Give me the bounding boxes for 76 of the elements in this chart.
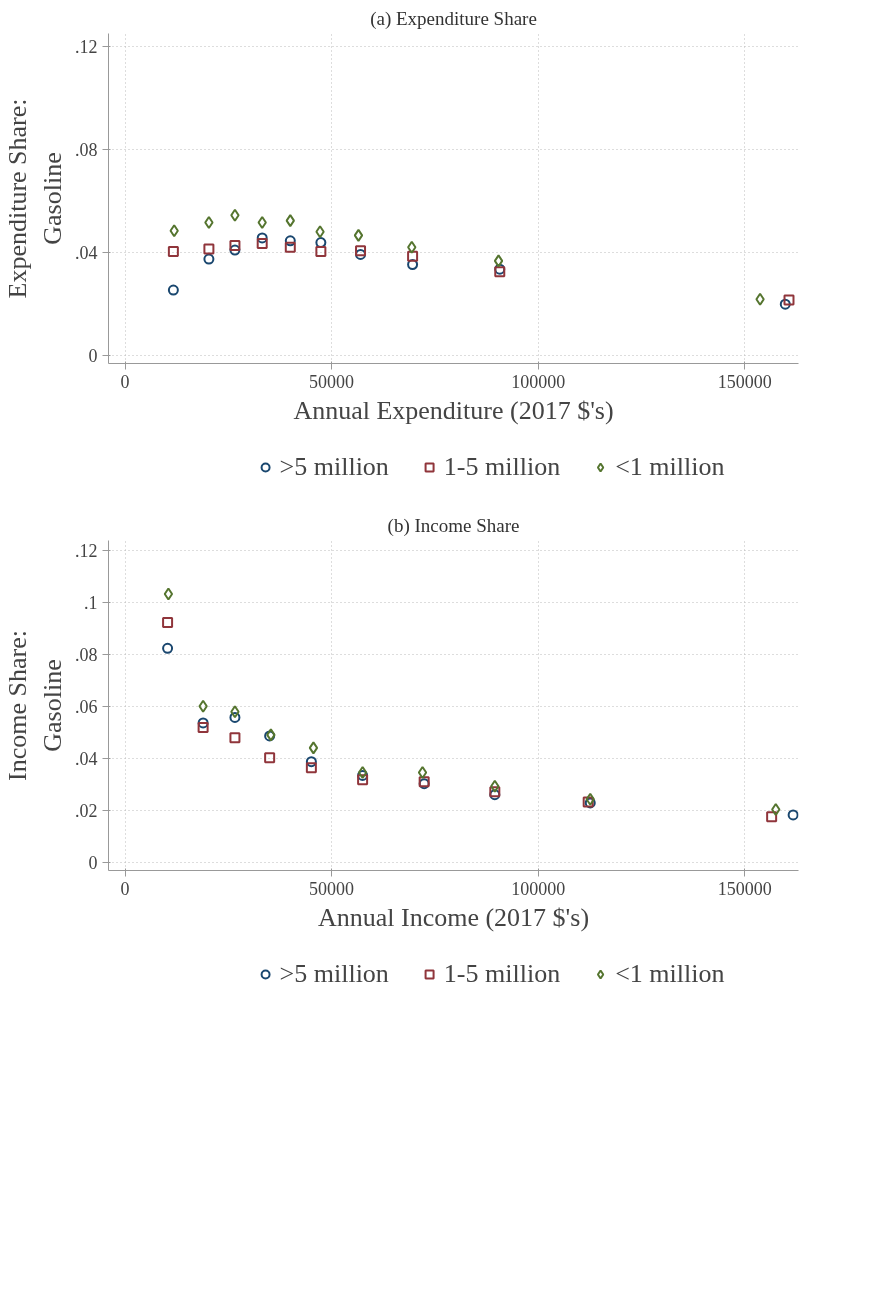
point [229, 239, 241, 251]
point [771, 802, 781, 816]
point [197, 722, 209, 734]
point [162, 617, 174, 629]
legend-label: 1-5 million [443, 959, 561, 989]
y-tick-label: .04 [75, 243, 98, 264]
point [493, 254, 504, 268]
point [787, 809, 799, 821]
legend-label: <1 million [615, 959, 725, 989]
chart-title: (a) Expenditure Share [370, 7, 537, 30]
legend-label: <1 million [615, 452, 725, 482]
point [257, 215, 267, 229]
y-tick-label: .1 [84, 593, 98, 614]
point [407, 259, 419, 270]
point [766, 811, 778, 823]
point [783, 294, 795, 306]
point [284, 241, 296, 253]
point [163, 587, 174, 601]
point [167, 284, 179, 296]
x-tick-label: 50000 [309, 371, 355, 392]
point [198, 699, 208, 713]
y-tick-label: 0 [88, 346, 98, 367]
point [315, 246, 327, 258]
point [285, 214, 295, 228]
point [305, 762, 317, 774]
x-axis-title: Annual Expenditure (2017 $'s) [293, 395, 614, 425]
point [229, 244, 241, 256]
y-tick-label: .08 [75, 645, 98, 666]
y-tick-label: 0 [88, 853, 98, 874]
legend-label: 1-5 million [443, 452, 561, 482]
point [203, 253, 215, 265]
point [407, 240, 417, 254]
point [308, 741, 319, 755]
point [305, 756, 317, 768]
point [357, 774, 369, 786]
y-tick-label: .12 [75, 541, 98, 562]
y-tick-label: .08 [75, 140, 98, 161]
x-tick-label: 100000 [511, 371, 566, 392]
point [490, 779, 500, 793]
legend-label: >5 million [279, 452, 389, 482]
point [230, 208, 240, 222]
point [229, 711, 241, 723]
x-tick-label: 50000 [309, 878, 355, 899]
point [169, 224, 179, 238]
point [284, 235, 296, 247]
point [256, 232, 268, 244]
x-axis-title: Annual Income (2017 $'s) [317, 902, 590, 932]
legend-label: >5 million [279, 959, 389, 989]
y-axis-title: Income Share: Gasoline [3, 630, 67, 781]
chart-title: (b) Income Share [387, 514, 520, 537]
point [197, 717, 209, 729]
point [779, 298, 791, 310]
x-tick-label: 150000 [717, 371, 772, 392]
y-tick-label: .02 [75, 801, 98, 822]
point [167, 246, 179, 258]
point [585, 792, 595, 806]
point [203, 243, 215, 255]
point [256, 238, 268, 250]
point [417, 766, 428, 780]
y-tick-label: .04 [75, 749, 98, 770]
point [755, 292, 765, 306]
point [264, 752, 276, 764]
point [230, 705, 240, 719]
point [229, 732, 241, 744]
x-tick-label: 0 [120, 878, 130, 899]
x-tick-label: 100000 [511, 878, 566, 899]
point [162, 642, 174, 654]
x-tick-label: 150000 [717, 878, 772, 899]
y-tick-label: .06 [75, 697, 98, 718]
y-axis-title: Expenditure Share: Gasoline [3, 98, 67, 299]
y-tick-label: .12 [75, 36, 98, 57]
point [204, 215, 214, 229]
point [315, 225, 325, 239]
x-tick-label: 0 [120, 371, 130, 392]
point [353, 228, 364, 242]
point [407, 250, 419, 262]
